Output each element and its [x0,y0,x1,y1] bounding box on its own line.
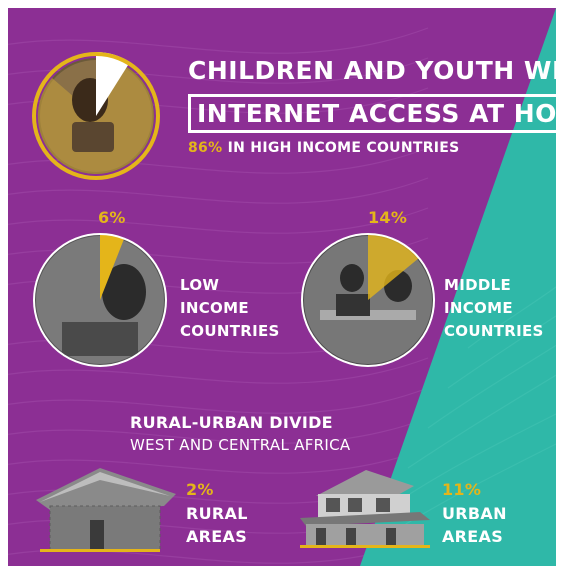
high-income-wedge [96,52,130,116]
low-income-circle [33,233,167,367]
rural-label: RURAL AREAS [186,502,248,548]
urban-underline [300,545,430,548]
low-income-label-line: INCOME [180,299,249,317]
low-income-label-line: COUNTRIES [180,322,280,340]
high-income-circle [32,52,160,180]
title-line-1: CHILDREN AND YOUTH WITH [188,56,556,85]
middle-income-circle [301,233,435,367]
low-income-percent: 6% [98,208,126,227]
urban-building-image [300,470,430,548]
teal-diagonal-panel [360,8,556,566]
middle-income-label-line: MIDDLE [444,276,512,294]
high-income-percent: 86% [188,140,223,156]
title-line-2-box: INTERNET ACCESS AT HOME [188,94,556,133]
rural-label-line: RURAL [186,504,248,523]
title-line-2: INTERNET ACCESS AT HO [197,99,556,128]
infographic-poster: CHILDREN AND YOUTH WITH INTERNET ACCESS … [8,8,556,566]
rural-percent: 2% [186,480,214,499]
middle-income-label: MIDDLE INCOME COUNTRIES [444,274,544,343]
middle-income-label-line: INCOME [444,299,513,317]
person-silhouette [340,264,364,292]
person-silhouette [102,264,146,320]
rural-underline [40,549,160,552]
urban-label-line: AREAS [442,527,504,546]
middle-income-pie-slice [368,233,419,300]
high-income-line: 86% IN HIGH INCOME COUNTRIES [188,140,460,156]
low-income-pie-slice [100,234,124,300]
urban-label: URBAN AREAS [442,502,507,548]
divide-heading: RURAL-URBAN DIVIDE [130,413,333,432]
low-income-label: LOW INCOME COUNTRIES [180,274,280,343]
urban-label-line: URBAN [442,504,507,523]
urban-percent: 11% [442,480,482,499]
laptop-shape [336,294,370,316]
rural-label-line: AREAS [186,527,248,546]
middle-income-percent: 14% [368,208,408,227]
rural-hut-image [36,468,176,552]
low-income-label-line: LOW [180,276,220,294]
hut-door [90,520,104,550]
high-income-label: IN HIGH INCOME COUNTRIES [227,140,460,156]
divide-region: WEST AND CENTRAL AFRICA [130,436,351,454]
middle-income-label-line: COUNTRIES [444,322,544,340]
